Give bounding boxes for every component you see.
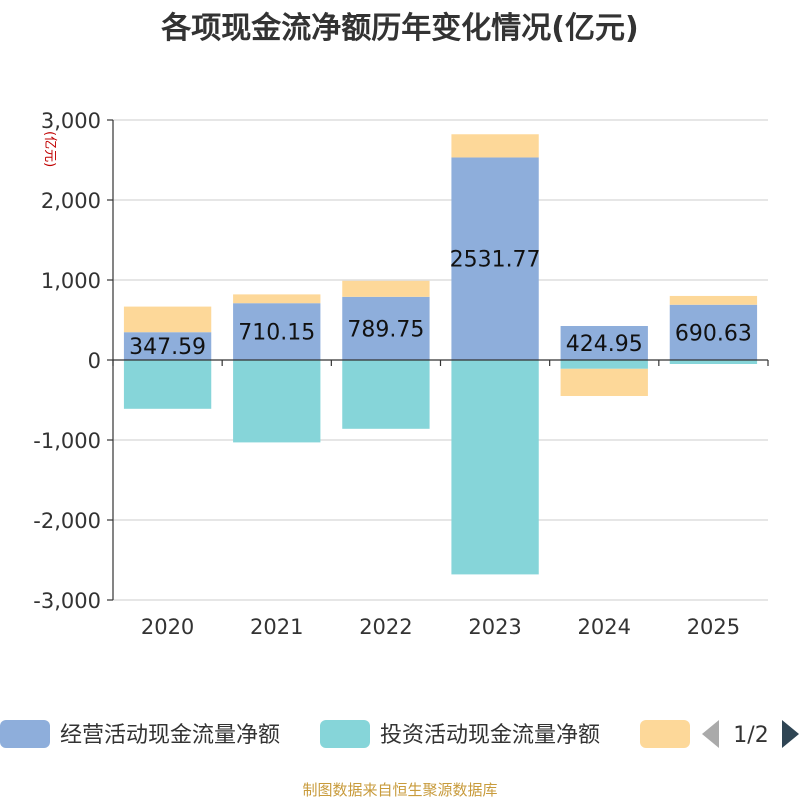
y-tick-label: 1,000	[41, 269, 101, 293]
legend-swatch-1[interactable]	[0, 720, 50, 748]
bar-series3-2020[interactable]	[123, 306, 212, 333]
x-tick-label: 2024	[578, 615, 631, 639]
chart-title: 各项现金流净额历年变化情况(亿元)	[160, 11, 638, 46]
data-labels: 347.59 710.15 789.75 2531.77 424.95 690.63	[129, 248, 752, 360]
y-tick-label: -3,000	[33, 589, 101, 613]
bar-series2-2023[interactable]	[451, 360, 539, 575]
bar-series2-2020[interactable]	[123, 360, 212, 409]
bar-series2-2021[interactable]	[233, 360, 321, 443]
bar-series3-2023[interactable]	[451, 134, 539, 158]
data-label: 710.15	[238, 321, 315, 346]
bar-series1-2022[interactable]	[342, 296, 430, 360]
bars	[123, 134, 758, 575]
y-axis-label: (亿元)	[42, 131, 57, 167]
source-note: 制图数据来自恒生聚源数据库	[302, 781, 497, 799]
y-tick-label: 0	[88, 349, 101, 373]
bar-series2-2022[interactable]	[342, 360, 430, 429]
bar-series3-2025[interactable]	[669, 295, 758, 305]
data-label: 424.95	[566, 332, 643, 357]
x-tick-label: 2022	[359, 615, 412, 639]
bar-series1-2024[interactable]	[560, 326, 648, 360]
data-label: 347.59	[129, 335, 206, 360]
bar-series1-2023[interactable]	[451, 157, 539, 360]
legend-prev-icon[interactable]	[702, 720, 719, 748]
x-tick-label: 2020	[141, 615, 194, 639]
legend-label-2[interactable]: 投资活动现金流量净额	[380, 723, 600, 748]
legend-next-icon[interactable]	[782, 720, 799, 748]
data-label: 690.63	[675, 321, 752, 346]
data-label: 2531.77	[450, 248, 541, 273]
x-tick-label: 2025	[687, 615, 740, 639]
bar-series1-2020[interactable]	[123, 332, 212, 360]
y-tick-label: 3,000	[41, 109, 101, 133]
bar-series3-2022[interactable]	[342, 280, 430, 297]
y-tick-label: -1,000	[33, 429, 101, 453]
grid	[113, 119, 768, 601]
x-tick-label: 2021	[250, 615, 303, 639]
x-tick-label: 2023	[468, 615, 521, 639]
bar-series1-2021[interactable]	[233, 303, 321, 360]
legend-swatch-3[interactable]	[640, 720, 690, 748]
legend: 经营活动现金流量净额 投资活动现金流量净额 1/2	[0, 720, 799, 748]
axes: 3,000 2,000 1,000 0 -1,000 -2,000 -3,000 2020 20…	[33, 109, 769, 639]
y-tick-label: 2,000	[41, 189, 101, 213]
legend-label-1[interactable]: 经营活动现金流量净额	[60, 723, 280, 748]
data-label: 789.75	[347, 317, 424, 342]
bar-series2-2025[interactable]	[669, 360, 758, 364]
bar-series3-2024[interactable]	[560, 368, 648, 396]
bar-series3-2021[interactable]	[233, 294, 321, 304]
bar-series2-2024[interactable]	[560, 360, 648, 369]
legend-swatch-2[interactable]	[320, 720, 370, 748]
legend-page-indicator: 1/2	[733, 723, 768, 748]
bar-series1-2025[interactable]	[669, 304, 758, 360]
y-tick-label: -2,000	[33, 509, 101, 533]
